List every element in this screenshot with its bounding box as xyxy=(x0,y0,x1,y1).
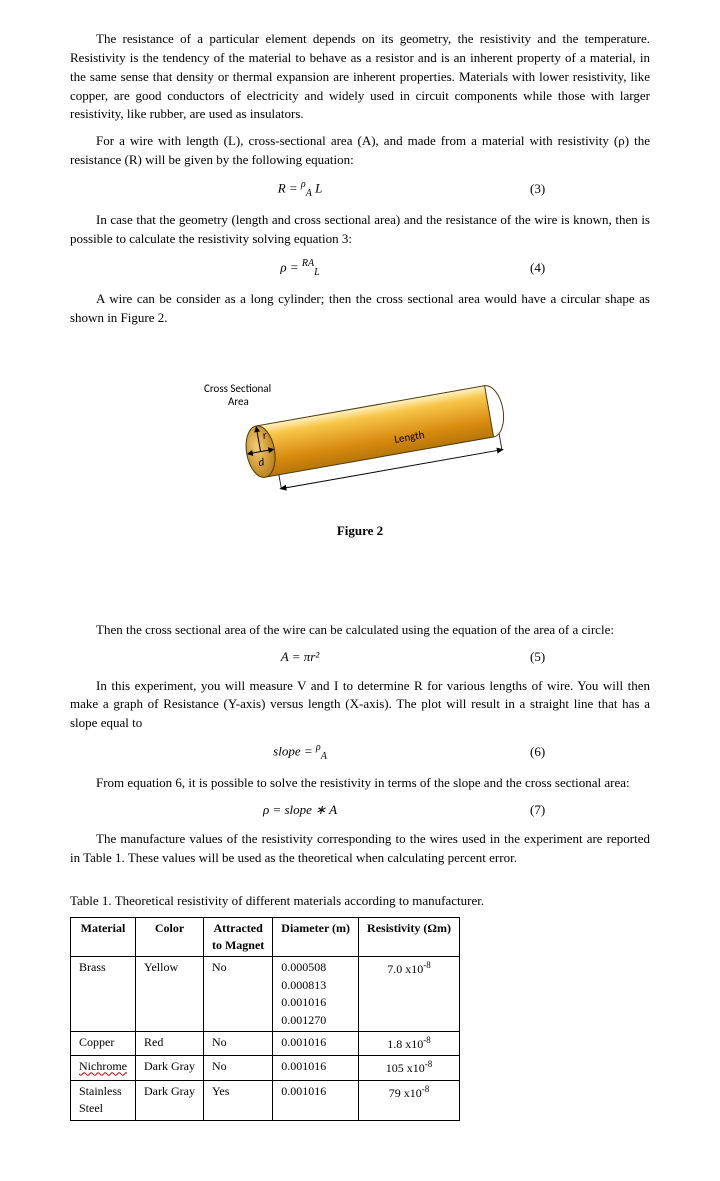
table-header-diameter: Diameter (m) xyxy=(273,917,359,957)
eq4-lhs: ρ = xyxy=(280,259,298,274)
cell-material: Copper xyxy=(71,1032,136,1056)
table-1-caption: Table 1. Theoretical resistivity of diff… xyxy=(70,892,650,911)
paragraph-experiment: In this experiment, you will measure V a… xyxy=(70,677,650,734)
figure-label-area: Area xyxy=(228,395,249,408)
equation-3: R = ρA L (3) xyxy=(70,178,650,201)
equation-6: slope = ρA (6) xyxy=(70,741,650,764)
equation-4: ρ = RAL (4) xyxy=(70,257,650,280)
table-header-color: Color xyxy=(135,917,203,957)
table-1-resistivity: Material Color Attractedto Magnet Diamet… xyxy=(70,917,460,1121)
paragraph-solve-resistivity: In case that the geometry (length and cr… xyxy=(70,211,650,249)
eq3-number: (3) xyxy=(530,180,650,199)
cell-color: Dark Gray xyxy=(135,1080,203,1120)
eq6-lhs: slope = xyxy=(273,743,312,758)
cell-color: Red xyxy=(135,1032,203,1056)
table-row: StainlessSteelDark GrayYes0.00101679 x10… xyxy=(71,1080,460,1120)
eq6-number: (6) xyxy=(530,743,650,762)
table-header-magnet: Attractedto Magnet xyxy=(203,917,272,957)
cell-color: Dark Gray xyxy=(135,1056,203,1080)
cell-diameter: 0.001016 xyxy=(273,1080,359,1120)
cell-magnet: No xyxy=(203,1032,272,1056)
eq4-number: (4) xyxy=(530,259,650,278)
cell-diameter: 0.0005080.0008130.0010160.001270 xyxy=(273,957,359,1032)
table-header-resistivity: Resistivity (Ωm) xyxy=(359,917,460,957)
table-row: CopperRedNo0.0010161.8 x10-8 xyxy=(71,1032,460,1056)
cell-resistivity: 79 x10-8 xyxy=(359,1080,460,1120)
cell-material: StainlessSteel xyxy=(71,1080,136,1120)
cell-magnet: Yes xyxy=(203,1080,272,1120)
figure-2-caption: Figure 2 xyxy=(70,522,650,541)
figure-2-cylinder: r d Cross Sectional Area Length Figure 2 xyxy=(70,348,650,541)
cell-magnet: No xyxy=(203,957,272,1032)
equation-5: A = πr² (5) xyxy=(70,648,650,667)
eq3-extra: L xyxy=(315,180,322,195)
eq7-expr: ρ = slope ∗ A xyxy=(70,801,530,820)
paragraph-manufacture-values: The manufacture values of the resistivit… xyxy=(70,830,650,868)
cell-color: Yellow xyxy=(135,957,203,1032)
paragraph-area-circle: Then the cross sectional area of the wir… xyxy=(70,621,650,640)
cell-resistivity: 7.0 x10-8 xyxy=(359,957,460,1032)
cell-diameter: 0.001016 xyxy=(273,1032,359,1056)
cell-resistivity: 1.8 x10-8 xyxy=(359,1032,460,1056)
eq6-bot: A xyxy=(321,751,327,762)
table-header-material: Material xyxy=(71,917,136,957)
eq7-number: (7) xyxy=(530,801,650,820)
cell-material: Brass xyxy=(71,957,136,1032)
table-row: NichromeDark GrayNo0.001016105 x10-8 xyxy=(71,1056,460,1080)
eq3-bot: A xyxy=(306,188,312,199)
equation-7: ρ = slope ∗ A (7) xyxy=(70,801,650,820)
paragraph-solve-from-slope: From equation 6, it is possible to solve… xyxy=(70,774,650,793)
eq4-bot: L xyxy=(314,267,320,278)
cell-magnet: No xyxy=(203,1056,272,1080)
eq4-top: RA xyxy=(302,258,314,269)
paragraph-cylinder: A wire can be consider as a long cylinde… xyxy=(70,290,650,328)
paragraph-wire-equation-intro: For a wire with length (L), cross-sectio… xyxy=(70,132,650,170)
cell-diameter: 0.001016 xyxy=(273,1056,359,1080)
paragraph-resistance-intro: The resistance of a particular element d… xyxy=(70,30,650,124)
eq5-number: (5) xyxy=(530,648,650,667)
eq5-expr: A = πr² xyxy=(70,648,530,667)
eq3-lhs: R = xyxy=(278,180,298,195)
figure-label-cross-sectional: Cross Sectional xyxy=(204,382,271,395)
cell-material: Nichrome xyxy=(71,1056,136,1080)
table-row: BrassYellowNo0.0005080.0008130.0010160.0… xyxy=(71,957,460,1032)
cell-resistivity: 105 x10-8 xyxy=(359,1056,460,1080)
